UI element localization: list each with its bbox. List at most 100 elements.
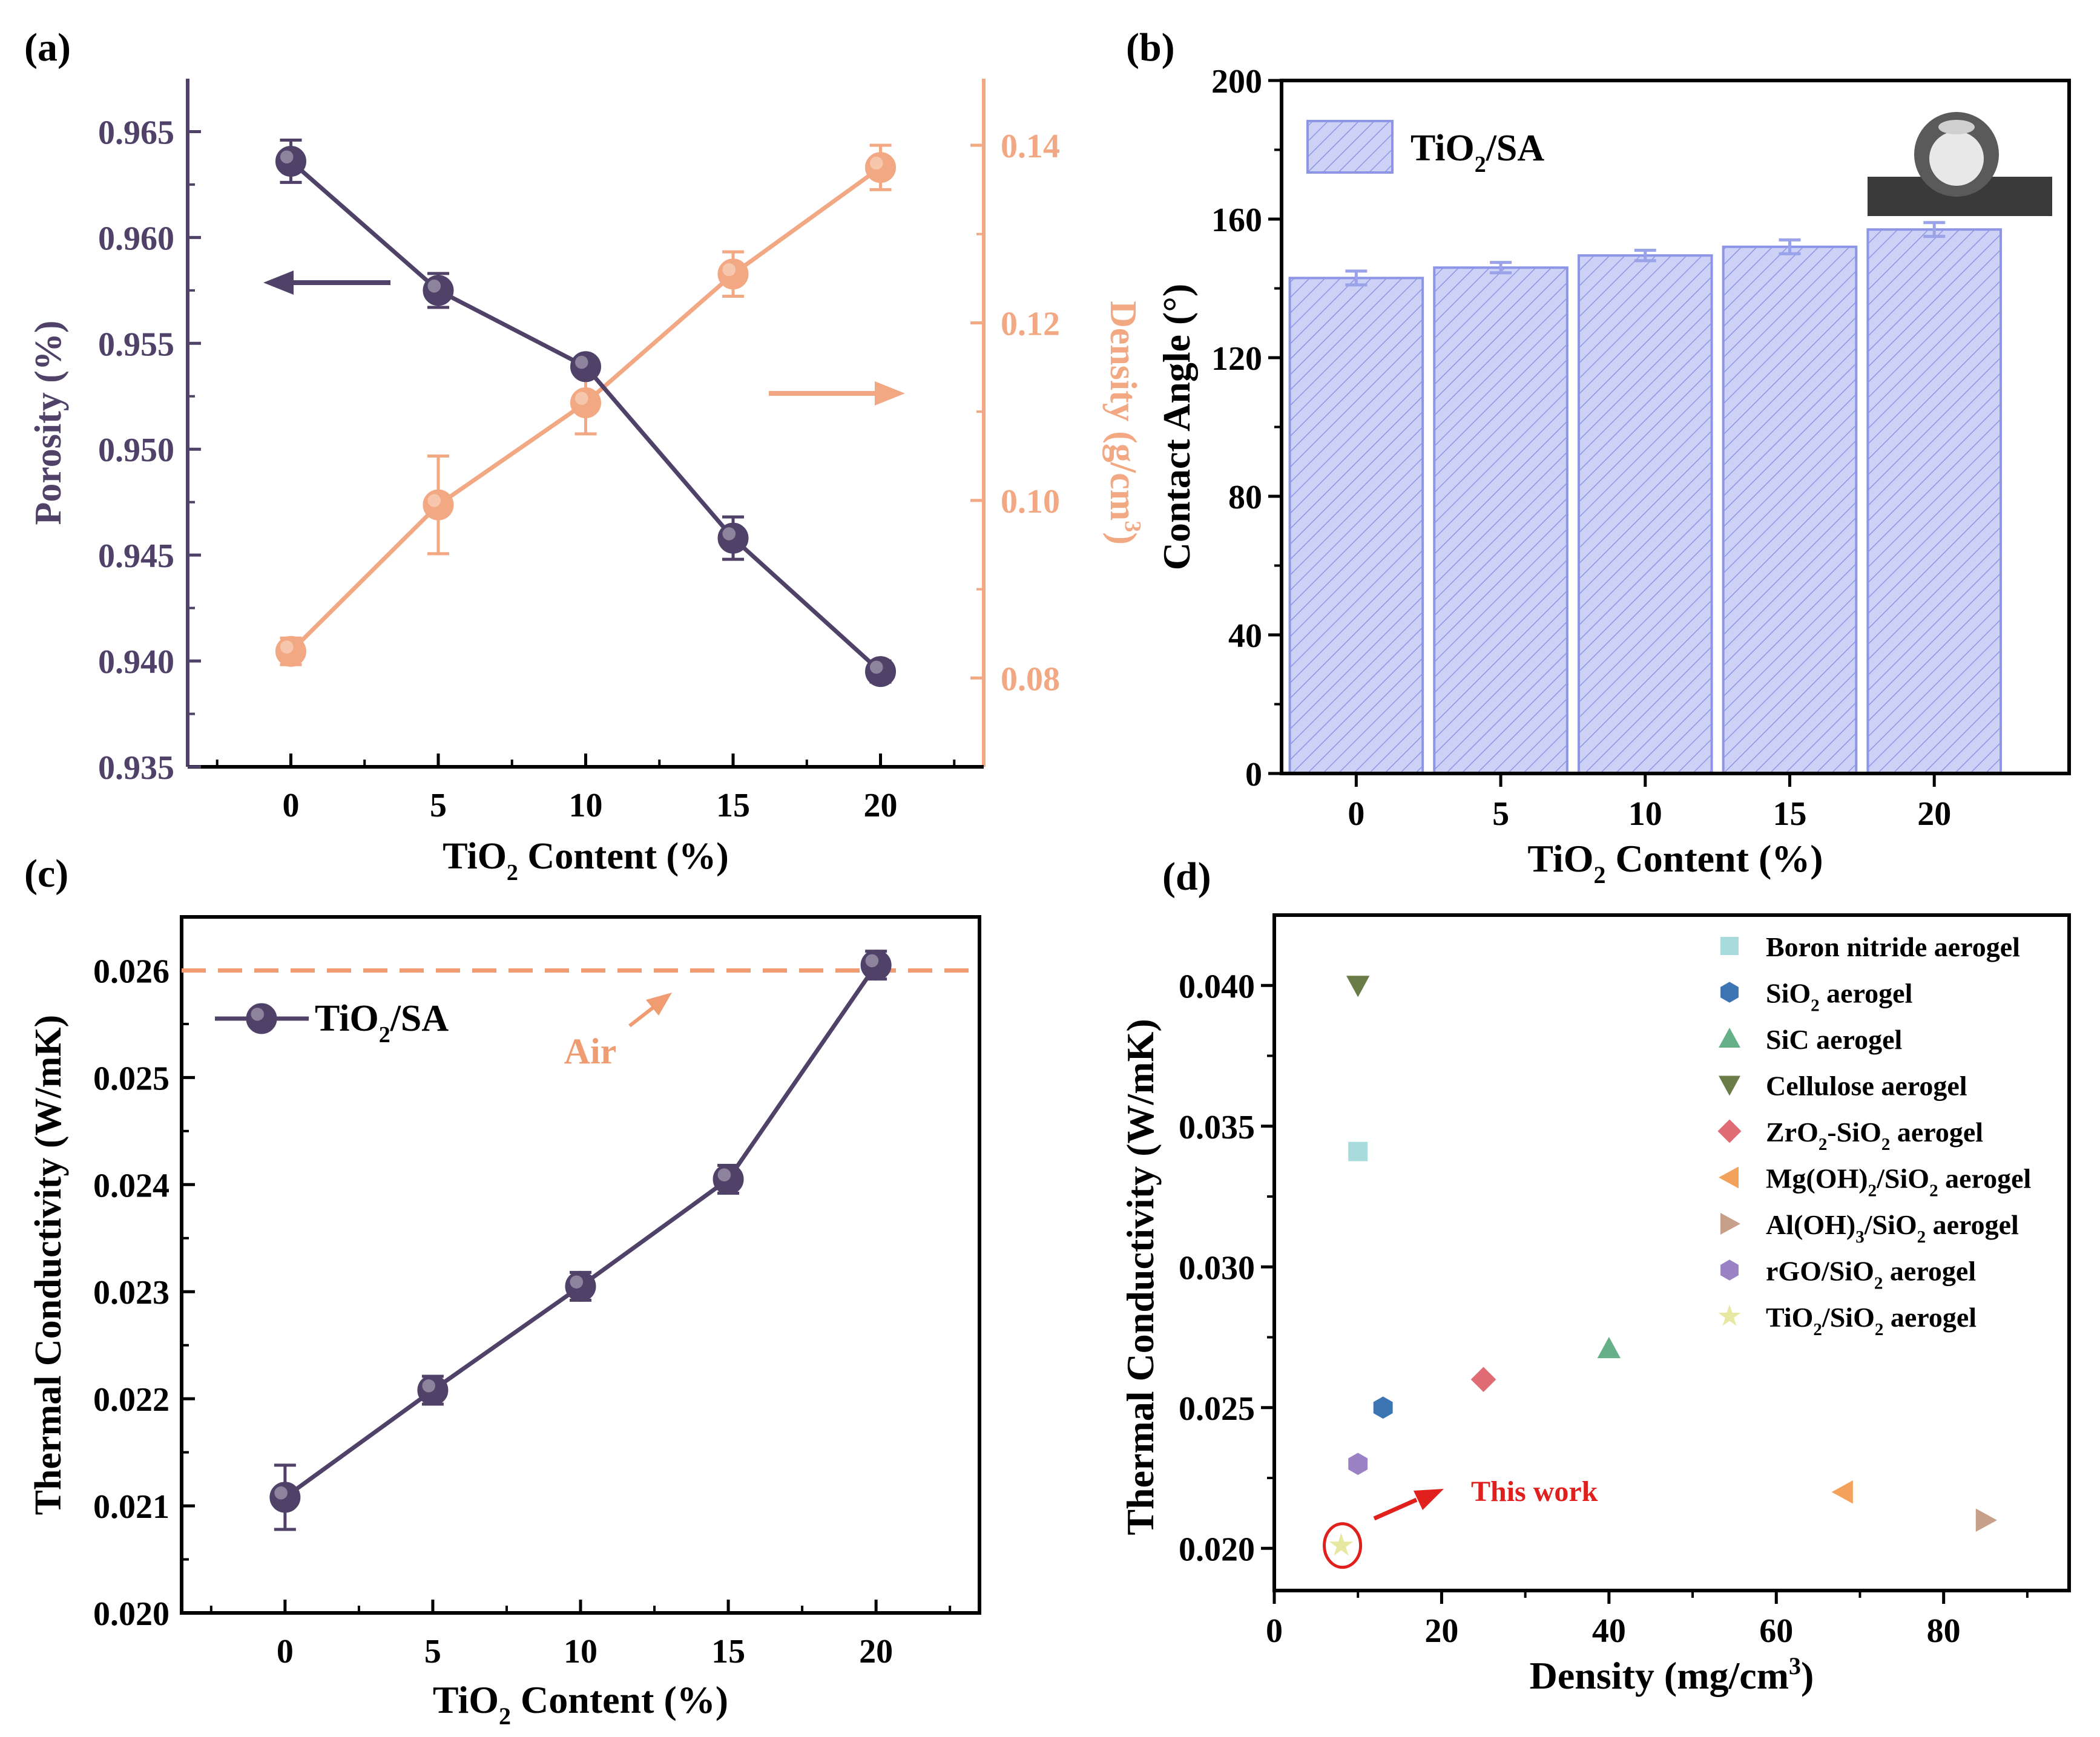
label-part: -SiO <box>1827 1117 1881 1148</box>
d-annotation: This work <box>1471 1476 1598 1508</box>
b-legend-label: TiO2/SA <box>1410 128 1544 177</box>
b-xtick-label: 20 <box>1917 795 1951 833</box>
c-air-label: Air <box>564 1031 617 1071</box>
d-legend-label-7: rGO/SiO2 aerogel <box>1766 1256 1976 1293</box>
a-ytick-label: 0.950 <box>98 432 174 469</box>
d-legend-marker-5 <box>1719 1166 1739 1189</box>
label-part: 2 <box>499 1703 511 1730</box>
b-bar <box>1288 277 1424 775</box>
d-xtick-label: 40 <box>1592 1612 1626 1650</box>
d-legend-marker-2 <box>1719 1028 1740 1048</box>
b-xlabel: TiO2 Content (%) <box>1527 837 1823 888</box>
c-point <box>713 1163 744 1195</box>
d-legend-label-0: Boron nitride aerogel <box>1766 931 2020 962</box>
a-porosity-point <box>275 145 306 177</box>
label-part: aerogel <box>1926 1209 2019 1240</box>
d-legend-marker-1 <box>1720 982 1739 1003</box>
label-part: 2 <box>1811 996 1820 1016</box>
b-xtick-label: 15 <box>1773 795 1807 833</box>
b-ytick-label: 160 <box>1211 202 1262 239</box>
b-xtick-label: 5 <box>1492 795 1509 833</box>
c-air-arrow-head <box>646 993 672 1016</box>
c-ytick-label: 0.026 <box>93 953 170 990</box>
d-point-7 <box>1348 1453 1368 1476</box>
a-xtick-label: 10 <box>569 787 603 824</box>
b-ytick-label: 0 <box>1245 756 1262 793</box>
b-bar <box>1577 254 1713 775</box>
d-this-work-arrow <box>1373 1497 1418 1521</box>
b-ytick-label: 40 <box>1228 617 1262 655</box>
a-porosity-point <box>423 275 454 306</box>
d-legend-marker-7 <box>1720 1259 1739 1281</box>
d-point-5 <box>1831 1480 1853 1504</box>
label-part: Al(OH) <box>1766 1209 1855 1240</box>
a-porosity-point-highlight <box>574 355 588 369</box>
label-part: SiO <box>1766 978 1811 1009</box>
b-legend-swatch <box>1306 120 1394 174</box>
d-legend-marker-4 <box>1717 1119 1742 1143</box>
a-xtick-label: 20 <box>864 787 898 824</box>
a-ytick-label: 0.955 <box>98 326 174 363</box>
c-ytick-label: 0.023 <box>93 1274 170 1312</box>
b-ytick-label: 200 <box>1211 63 1262 100</box>
label-part: 2 <box>1594 861 1606 888</box>
b-ytick-label: 120 <box>1211 340 1262 378</box>
a-ytick-label: 0.940 <box>98 643 174 681</box>
d-ytick-label: 0.040 <box>1179 968 1255 1005</box>
d-legend-label-2: SiC aerogel <box>1766 1024 1902 1055</box>
b-bar <box>1866 228 2003 775</box>
label-part: /SiO <box>1864 1209 1917 1240</box>
d-legend-label-3: Cellulose aerogel <box>1766 1071 1967 1102</box>
d-point-2 <box>1597 1336 1621 1359</box>
d-this-work-arrow-head <box>1414 1489 1444 1510</box>
a-ytick-label: 0.960 <box>98 220 174 257</box>
c-frame <box>180 915 981 1615</box>
c-xtick-label: 10 <box>564 1633 597 1670</box>
c-point-highlight <box>717 1168 731 1182</box>
label-part: 2 <box>1875 1320 1884 1339</box>
a-density-point-highlight <box>870 156 883 170</box>
a-density-point-highlight <box>427 494 441 507</box>
a-y2tick-label: 0.10 <box>1001 483 1060 520</box>
c-xtick-label: 0 <box>277 1633 294 1670</box>
a-density-point-highlight <box>574 392 588 406</box>
label-part: Density (g/cm <box>1102 301 1144 520</box>
label-part: Mg(OH) <box>1766 1163 1868 1194</box>
b-xtick-label: 10 <box>1628 795 1662 833</box>
b-ytick-label: 80 <box>1228 479 1262 516</box>
d-xtick-label: 20 <box>1424 1612 1458 1650</box>
d-point-0 <box>1348 1141 1368 1161</box>
label-part: 2 <box>1929 1181 1938 1201</box>
label-part: SiC aerogel <box>1766 1024 1902 1055</box>
a-porosity-point <box>865 656 897 688</box>
d-legend-label-4: ZrO2-SiO2 aerogel <box>1766 1117 1983 1154</box>
a-xtick-label: 5 <box>430 787 447 824</box>
a-porosity-point-highlight <box>870 660 883 674</box>
label-part: Boron nitride aerogel <box>1766 931 2020 962</box>
label-part: /SiO <box>1876 1163 1929 1194</box>
c-ylabel: Thermal Conductivity (W/mK) <box>28 1015 69 1515</box>
b-bar <box>1722 245 1858 775</box>
label-part: 2 <box>1874 1274 1883 1293</box>
label-part: 2 <box>1813 1320 1822 1339</box>
a-y2tick-label: 0.14 <box>1001 128 1060 165</box>
label-part: aerogel <box>1938 1163 2032 1194</box>
c-legend-marker-highlight <box>251 1008 265 1021</box>
d-legend-marker-6 <box>1720 1213 1740 1235</box>
d-ytick-label: 0.025 <box>1179 1390 1255 1428</box>
label-part: TiO <box>315 998 379 1039</box>
c-xlabel: TiO2 Content (%) <box>433 1678 728 1730</box>
label-part: 2 <box>1819 1135 1828 1154</box>
d-ytick-label: 0.030 <box>1179 1249 1255 1287</box>
d-point-1 <box>1373 1396 1393 1419</box>
a-porosity-point <box>570 351 601 383</box>
a-porosity-point-highlight <box>280 150 294 164</box>
c-ytick-label: 0.020 <box>93 1595 170 1633</box>
b-bar <box>1433 266 1568 775</box>
label-part: 3 <box>1855 1227 1865 1247</box>
d-point-8 <box>1329 1532 1354 1556</box>
c-legend-marker <box>246 1003 277 1034</box>
a-density-point-highlight <box>280 640 294 654</box>
label-part: TiO <box>1527 837 1593 880</box>
